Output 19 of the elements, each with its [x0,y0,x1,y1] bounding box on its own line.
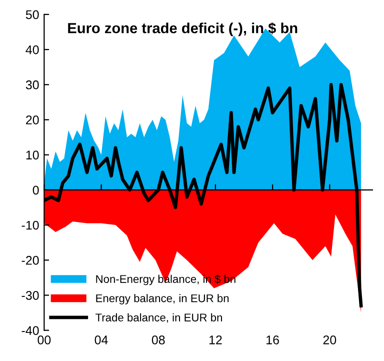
y-tick-label: 40 [26,45,39,54]
y-tick-label: -10 [22,220,39,230]
y-tick-label: -40 [22,326,39,335]
y-tick-label: -30 [22,291,39,300]
y-tick-label: 50 [26,10,39,20]
y-tick-label: 20 [26,116,39,124]
legend-label: Trade balance, in EUR bn [96,313,222,323]
y-tick-label: -20 [22,256,39,265]
x-tick-label: 08 [152,336,165,344]
y-tick-label: 0 [32,186,39,195]
x-tick-label: 00 [38,336,51,344]
x-tick-label: 04 [94,336,108,344]
x-tick-label: 16 [266,336,279,344]
text: Euro zone trade deficit (-), in $ bn [68,22,298,36]
x-tick-label: 12 [209,336,222,344]
y-tick-label: 10 [26,150,39,160]
legend-label: Energy balance, in EUR bn [96,294,229,304]
y-tick-label: 30 [26,80,39,90]
x-tick-label: 20 [323,336,336,344]
